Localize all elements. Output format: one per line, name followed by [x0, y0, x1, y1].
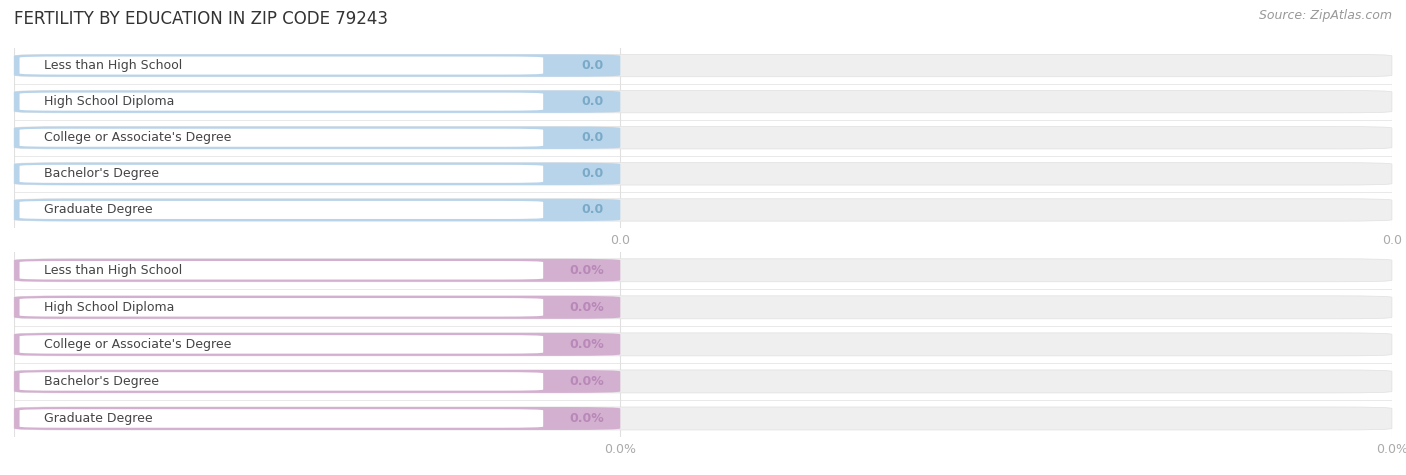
Text: 0.0%: 0.0% — [569, 375, 603, 388]
FancyBboxPatch shape — [20, 261, 543, 279]
Text: Bachelor's Degree: Bachelor's Degree — [45, 167, 159, 180]
FancyBboxPatch shape — [14, 162, 1392, 185]
FancyBboxPatch shape — [20, 335, 543, 353]
FancyBboxPatch shape — [20, 298, 543, 316]
Text: 0.0: 0.0 — [582, 95, 603, 108]
FancyBboxPatch shape — [14, 296, 1392, 319]
FancyBboxPatch shape — [14, 407, 620, 430]
FancyBboxPatch shape — [14, 90, 620, 113]
Text: FERTILITY BY EDUCATION IN ZIP CODE 79243: FERTILITY BY EDUCATION IN ZIP CODE 79243 — [14, 10, 388, 28]
FancyBboxPatch shape — [14, 333, 620, 356]
Text: 0.0: 0.0 — [582, 167, 603, 180]
FancyBboxPatch shape — [14, 54, 1392, 77]
FancyBboxPatch shape — [20, 409, 543, 428]
Text: 0.0%: 0.0% — [569, 338, 603, 351]
FancyBboxPatch shape — [14, 54, 620, 77]
Text: Source: ZipAtlas.com: Source: ZipAtlas.com — [1258, 10, 1392, 22]
FancyBboxPatch shape — [20, 129, 543, 147]
Text: College or Associate's Degree: College or Associate's Degree — [45, 131, 232, 144]
Text: Bachelor's Degree: Bachelor's Degree — [45, 375, 159, 388]
FancyBboxPatch shape — [14, 126, 620, 149]
FancyBboxPatch shape — [14, 296, 620, 319]
Text: Less than High School: Less than High School — [45, 59, 183, 72]
Text: 0.0: 0.0 — [582, 203, 603, 217]
Text: 0.0%: 0.0% — [569, 264, 603, 277]
FancyBboxPatch shape — [14, 259, 620, 282]
Text: 0.0: 0.0 — [582, 131, 603, 144]
FancyBboxPatch shape — [20, 93, 543, 111]
Text: 0.0%: 0.0% — [569, 412, 603, 425]
Text: High School Diploma: High School Diploma — [45, 301, 174, 314]
Text: High School Diploma: High School Diploma — [45, 95, 174, 108]
Text: 0.0%: 0.0% — [569, 301, 603, 314]
FancyBboxPatch shape — [14, 370, 620, 393]
FancyBboxPatch shape — [20, 201, 543, 219]
FancyBboxPatch shape — [14, 370, 1392, 393]
Text: 0.0: 0.0 — [582, 59, 603, 72]
FancyBboxPatch shape — [14, 333, 1392, 356]
FancyBboxPatch shape — [20, 165, 543, 183]
Text: Graduate Degree: Graduate Degree — [45, 412, 153, 425]
FancyBboxPatch shape — [14, 90, 1392, 113]
FancyBboxPatch shape — [14, 162, 620, 185]
FancyBboxPatch shape — [14, 126, 1392, 149]
FancyBboxPatch shape — [20, 372, 543, 390]
FancyBboxPatch shape — [20, 57, 543, 75]
FancyBboxPatch shape — [14, 199, 1392, 221]
Text: Less than High School: Less than High School — [45, 264, 183, 277]
Text: Graduate Degree: Graduate Degree — [45, 203, 153, 217]
FancyBboxPatch shape — [14, 199, 620, 221]
Text: College or Associate's Degree: College or Associate's Degree — [45, 338, 232, 351]
FancyBboxPatch shape — [14, 259, 1392, 282]
FancyBboxPatch shape — [14, 407, 1392, 430]
